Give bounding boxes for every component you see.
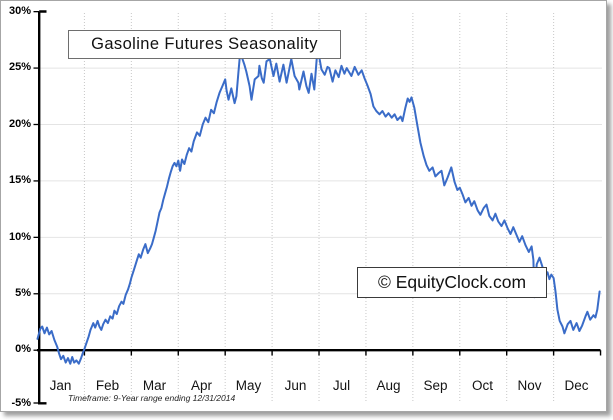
seasonality-line <box>36 51 601 365</box>
x-axis-label-sep: Sep <box>423 378 448 393</box>
x-axis-label-aug: Aug <box>376 378 401 393</box>
y-axis-label: 30% <box>8 5 31 17</box>
x-axis-label-oct: Oct <box>471 378 493 393</box>
y-axis-label: -5% <box>11 397 31 409</box>
x-axis-label-jan: Jan <box>49 378 72 393</box>
y-axis-label: 25% <box>8 61 31 73</box>
x-axis-label-nov: Nov <box>517 378 542 393</box>
x-axis-label-mar: Mar <box>142 378 167 393</box>
y-axis-label: 5% <box>15 287 31 299</box>
x-axis-label-jul: Jul <box>332 378 351 393</box>
timeframe-note: Timeframe: 9-Year range ending 12/31/201… <box>68 393 236 403</box>
y-axis-label: 20% <box>8 118 31 130</box>
y-axis-label: 10% <box>8 231 31 243</box>
y-axis-label: 0% <box>15 343 31 355</box>
y-axis <box>38 10 47 405</box>
chart-frame: 30% 25% 20% 15% 10% 5% 0% -5% Jan Feb Ma… <box>0 0 607 412</box>
y-axis-label: 15% <box>8 174 31 186</box>
x-axis-label-dec: Dec <box>564 378 589 393</box>
plot-area <box>33 10 602 405</box>
x-axis-label-feb: Feb <box>95 378 120 393</box>
x-axis-label-jun: Jun <box>284 378 307 393</box>
x-axis-label-may: May <box>235 378 262 393</box>
equityclock-watermark: © EquityClock.com <box>357 267 547 298</box>
x-axis-label-apr: Apr <box>190 378 212 393</box>
chart-title: Gasoline Futures Seasonality <box>68 30 341 59</box>
